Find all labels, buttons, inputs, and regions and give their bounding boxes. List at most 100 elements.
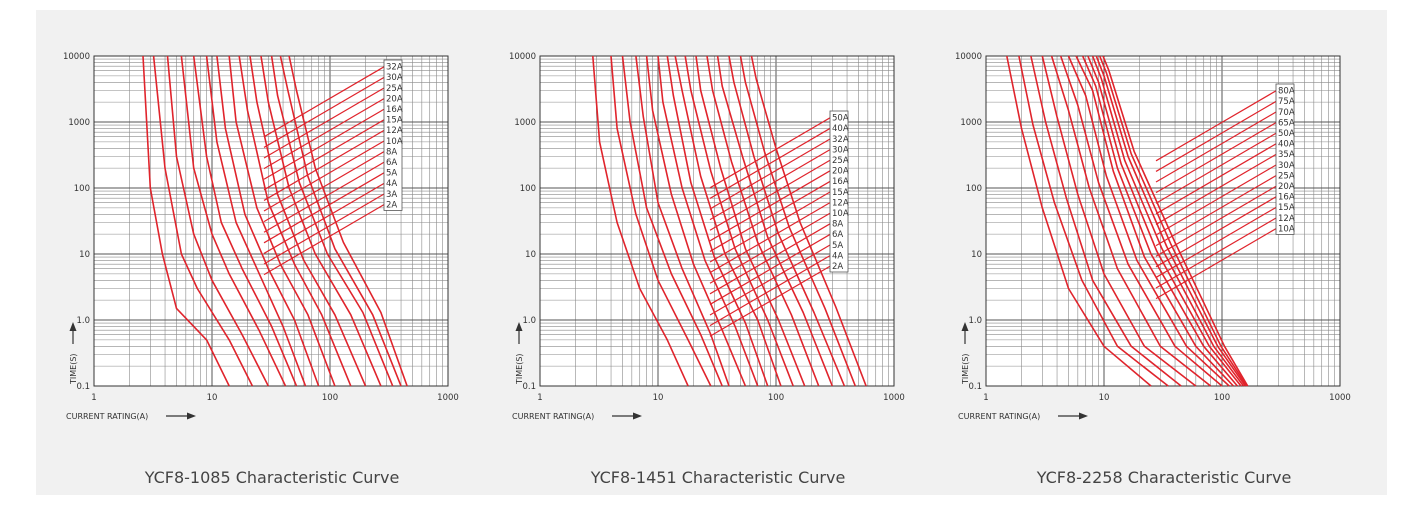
series-curve — [142, 55, 230, 387]
x-axis-arrowhead — [633, 412, 642, 420]
y-tick-label: 100 — [74, 184, 90, 194]
plot-border — [539, 55, 895, 387]
series-label: 16A — [832, 177, 849, 187]
series-label: 10A — [1278, 224, 1295, 234]
label-leader — [1155, 132, 1277, 204]
series-label: 6A — [832, 230, 843, 240]
series-label: 32A — [832, 135, 849, 145]
series-label: 30A — [1278, 161, 1295, 171]
y-tick-label: 1.0 — [522, 316, 536, 326]
y-axis-label: TIME(S) — [69, 353, 78, 385]
y-tick-label: 0.1 — [522, 382, 536, 392]
series-label: 25A — [832, 156, 849, 166]
series-curve — [180, 55, 287, 387]
series-curve — [1067, 55, 1230, 387]
x-tick-label: 1000 — [883, 393, 905, 403]
series-label: 12A — [1278, 214, 1295, 224]
label-leader — [263, 140, 385, 212]
x-tick-label: 100 — [1214, 393, 1230, 403]
plot-border — [93, 55, 449, 387]
label-leader — [709, 159, 831, 231]
chart-title-1085: YCF8-1085 Characteristic Curve — [144, 468, 400, 487]
y-tick-label: 1.0 — [76, 316, 90, 326]
x-tick-label: 1000 — [437, 393, 459, 403]
x-axis-label: CURRENT RATING(A) — [512, 412, 594, 421]
y-tick-label: 1000 — [68, 118, 90, 128]
x-axis-arrowhead — [187, 412, 196, 420]
series-group — [1006, 55, 1277, 387]
series-label: 15A — [832, 188, 849, 198]
label-leader — [1155, 143, 1277, 215]
chart-svg: 1 10 100 1000 0.1 1.0 10 100 1000 10000 CURRENT RA… — [509, 52, 905, 421]
label-leader — [263, 193, 385, 265]
series-curve — [716, 55, 834, 387]
series-curve — [1030, 55, 1182, 387]
series-curve — [1006, 55, 1152, 387]
y-axis-arrowhead — [69, 322, 77, 331]
series-curve — [1095, 55, 1247, 387]
label-leader — [263, 172, 385, 244]
x-tick-label: 1000 — [1329, 393, 1351, 403]
series-curve — [674, 55, 782, 387]
series-curve — [1081, 55, 1239, 387]
series-label: 2A — [832, 262, 843, 272]
label-leader — [709, 180, 831, 252]
series-label: 12A — [386, 126, 403, 136]
series-label: 20A — [1278, 182, 1295, 192]
y-tick-label: 0.1 — [968, 382, 982, 392]
chart-title-1451: YCF8-1451 Characteristic Curve — [590, 468, 846, 487]
series-label: 3A — [386, 190, 397, 200]
label-leader — [709, 191, 831, 263]
y-tick-label: 10000 — [63, 52, 90, 62]
label-leader — [1155, 111, 1277, 183]
series-curve — [1091, 55, 1245, 387]
label-leader — [263, 76, 385, 148]
series-label: 35A — [1278, 150, 1295, 160]
x-tick-label: 10 — [207, 393, 218, 403]
series-curve — [657, 55, 759, 387]
series-label: 12A — [832, 198, 849, 208]
y-axis-label: TIME(S) — [961, 353, 970, 385]
label-leader — [263, 108, 385, 180]
label-leader — [709, 202, 831, 274]
series-label: 15A — [1278, 203, 1295, 213]
series-curve — [610, 55, 712, 387]
label-leader — [709, 223, 831, 295]
series-label: 16A — [1278, 193, 1295, 203]
label-leader — [1155, 153, 1277, 225]
x-tick-label: 1 — [983, 393, 988, 403]
label-leader — [709, 255, 831, 327]
series-label: 50A — [832, 114, 849, 124]
x-tick-label: 10 — [653, 393, 664, 403]
series-curve — [1018, 55, 1169, 387]
series-label-box — [383, 59, 403, 211]
series-curve — [228, 55, 336, 387]
series-label: 70A — [1278, 108, 1295, 118]
series-curve — [152, 55, 254, 387]
y-tick-label: 10 — [525, 250, 536, 260]
y-tick-label: 100 — [520, 184, 536, 194]
y-tick-label: 0.1 — [76, 382, 90, 392]
series-curve — [1102, 55, 1249, 387]
series-label: 15A — [386, 116, 403, 126]
label-leader — [263, 87, 385, 159]
series-curve — [695, 55, 806, 387]
label-leader — [1155, 228, 1277, 300]
series-curve — [1059, 55, 1223, 387]
series-label: 80A — [1278, 87, 1295, 97]
series-group — [592, 55, 867, 387]
series-label: 30A — [832, 145, 849, 155]
x-tick-label: 10 — [1099, 393, 1110, 403]
series-label: 40A — [832, 124, 849, 134]
label-leader — [263, 182, 385, 254]
x-axis-label: CURRENT RATING(A) — [66, 412, 148, 421]
series-label: 32A — [386, 63, 403, 73]
series-curve — [750, 55, 867, 387]
series-curve — [706, 55, 820, 387]
series-curve — [192, 55, 298, 387]
label-leader — [709, 149, 831, 221]
label-leader — [263, 129, 385, 201]
label-leader — [1155, 164, 1277, 236]
series-label: 4A — [386, 179, 397, 189]
series-label: 40A — [1278, 140, 1295, 150]
